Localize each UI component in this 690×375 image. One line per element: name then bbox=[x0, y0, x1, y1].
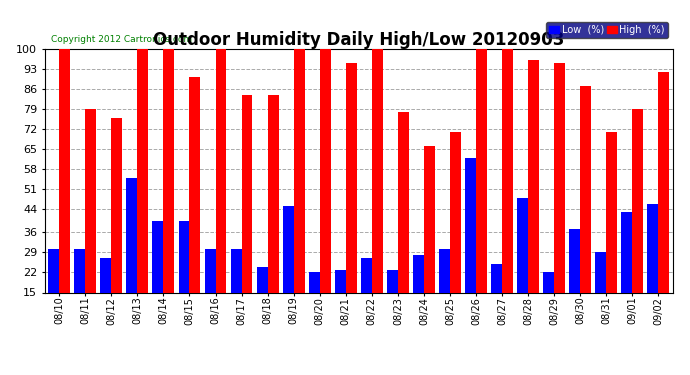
Bar bbox=[543, 272, 554, 336]
Bar bbox=[398, 112, 408, 336]
Bar bbox=[59, 49, 70, 336]
Bar bbox=[413, 255, 424, 336]
Bar bbox=[569, 230, 580, 336]
Bar bbox=[241, 94, 253, 336]
Bar bbox=[450, 132, 461, 336]
Bar bbox=[372, 49, 383, 336]
Bar bbox=[137, 49, 148, 336]
Bar bbox=[439, 249, 450, 336]
Bar bbox=[465, 158, 476, 336]
Bar bbox=[424, 146, 435, 336]
Text: Copyright 2012 Cartronics.com: Copyright 2012 Cartronics.com bbox=[51, 35, 193, 44]
Bar bbox=[190, 77, 200, 336]
Bar bbox=[346, 63, 357, 336]
Bar bbox=[580, 86, 591, 336]
Title: Outdoor Humidity Daily High/Low 20120903: Outdoor Humidity Daily High/Low 20120903 bbox=[153, 31, 564, 49]
Bar bbox=[230, 249, 241, 336]
Bar bbox=[100, 258, 111, 336]
Bar bbox=[294, 49, 304, 336]
Bar bbox=[126, 178, 137, 336]
Bar bbox=[622, 212, 632, 336]
Bar bbox=[647, 204, 658, 336]
Bar bbox=[309, 272, 319, 336]
Bar bbox=[319, 49, 331, 336]
Bar bbox=[387, 270, 398, 336]
Bar bbox=[361, 258, 372, 336]
Bar bbox=[283, 207, 294, 336]
Bar bbox=[86, 109, 96, 336]
Bar bbox=[476, 49, 487, 336]
Bar bbox=[502, 49, 513, 336]
Bar bbox=[658, 72, 669, 336]
Bar bbox=[554, 63, 565, 336]
Bar bbox=[257, 267, 268, 336]
Bar bbox=[164, 49, 175, 336]
Bar bbox=[528, 60, 539, 336]
Bar bbox=[215, 49, 226, 336]
Bar bbox=[518, 198, 528, 336]
Bar bbox=[632, 109, 643, 336]
Bar bbox=[75, 249, 86, 336]
Bar bbox=[48, 249, 59, 336]
Bar bbox=[179, 221, 190, 336]
Bar bbox=[152, 221, 164, 336]
Bar bbox=[595, 252, 607, 336]
Bar bbox=[111, 118, 122, 336]
Bar bbox=[204, 249, 215, 336]
Bar bbox=[268, 94, 279, 336]
Bar bbox=[491, 264, 502, 336]
Bar bbox=[607, 132, 618, 336]
Bar bbox=[335, 270, 346, 336]
Legend: Low  (%), High  (%): Low (%), High (%) bbox=[546, 22, 668, 38]
